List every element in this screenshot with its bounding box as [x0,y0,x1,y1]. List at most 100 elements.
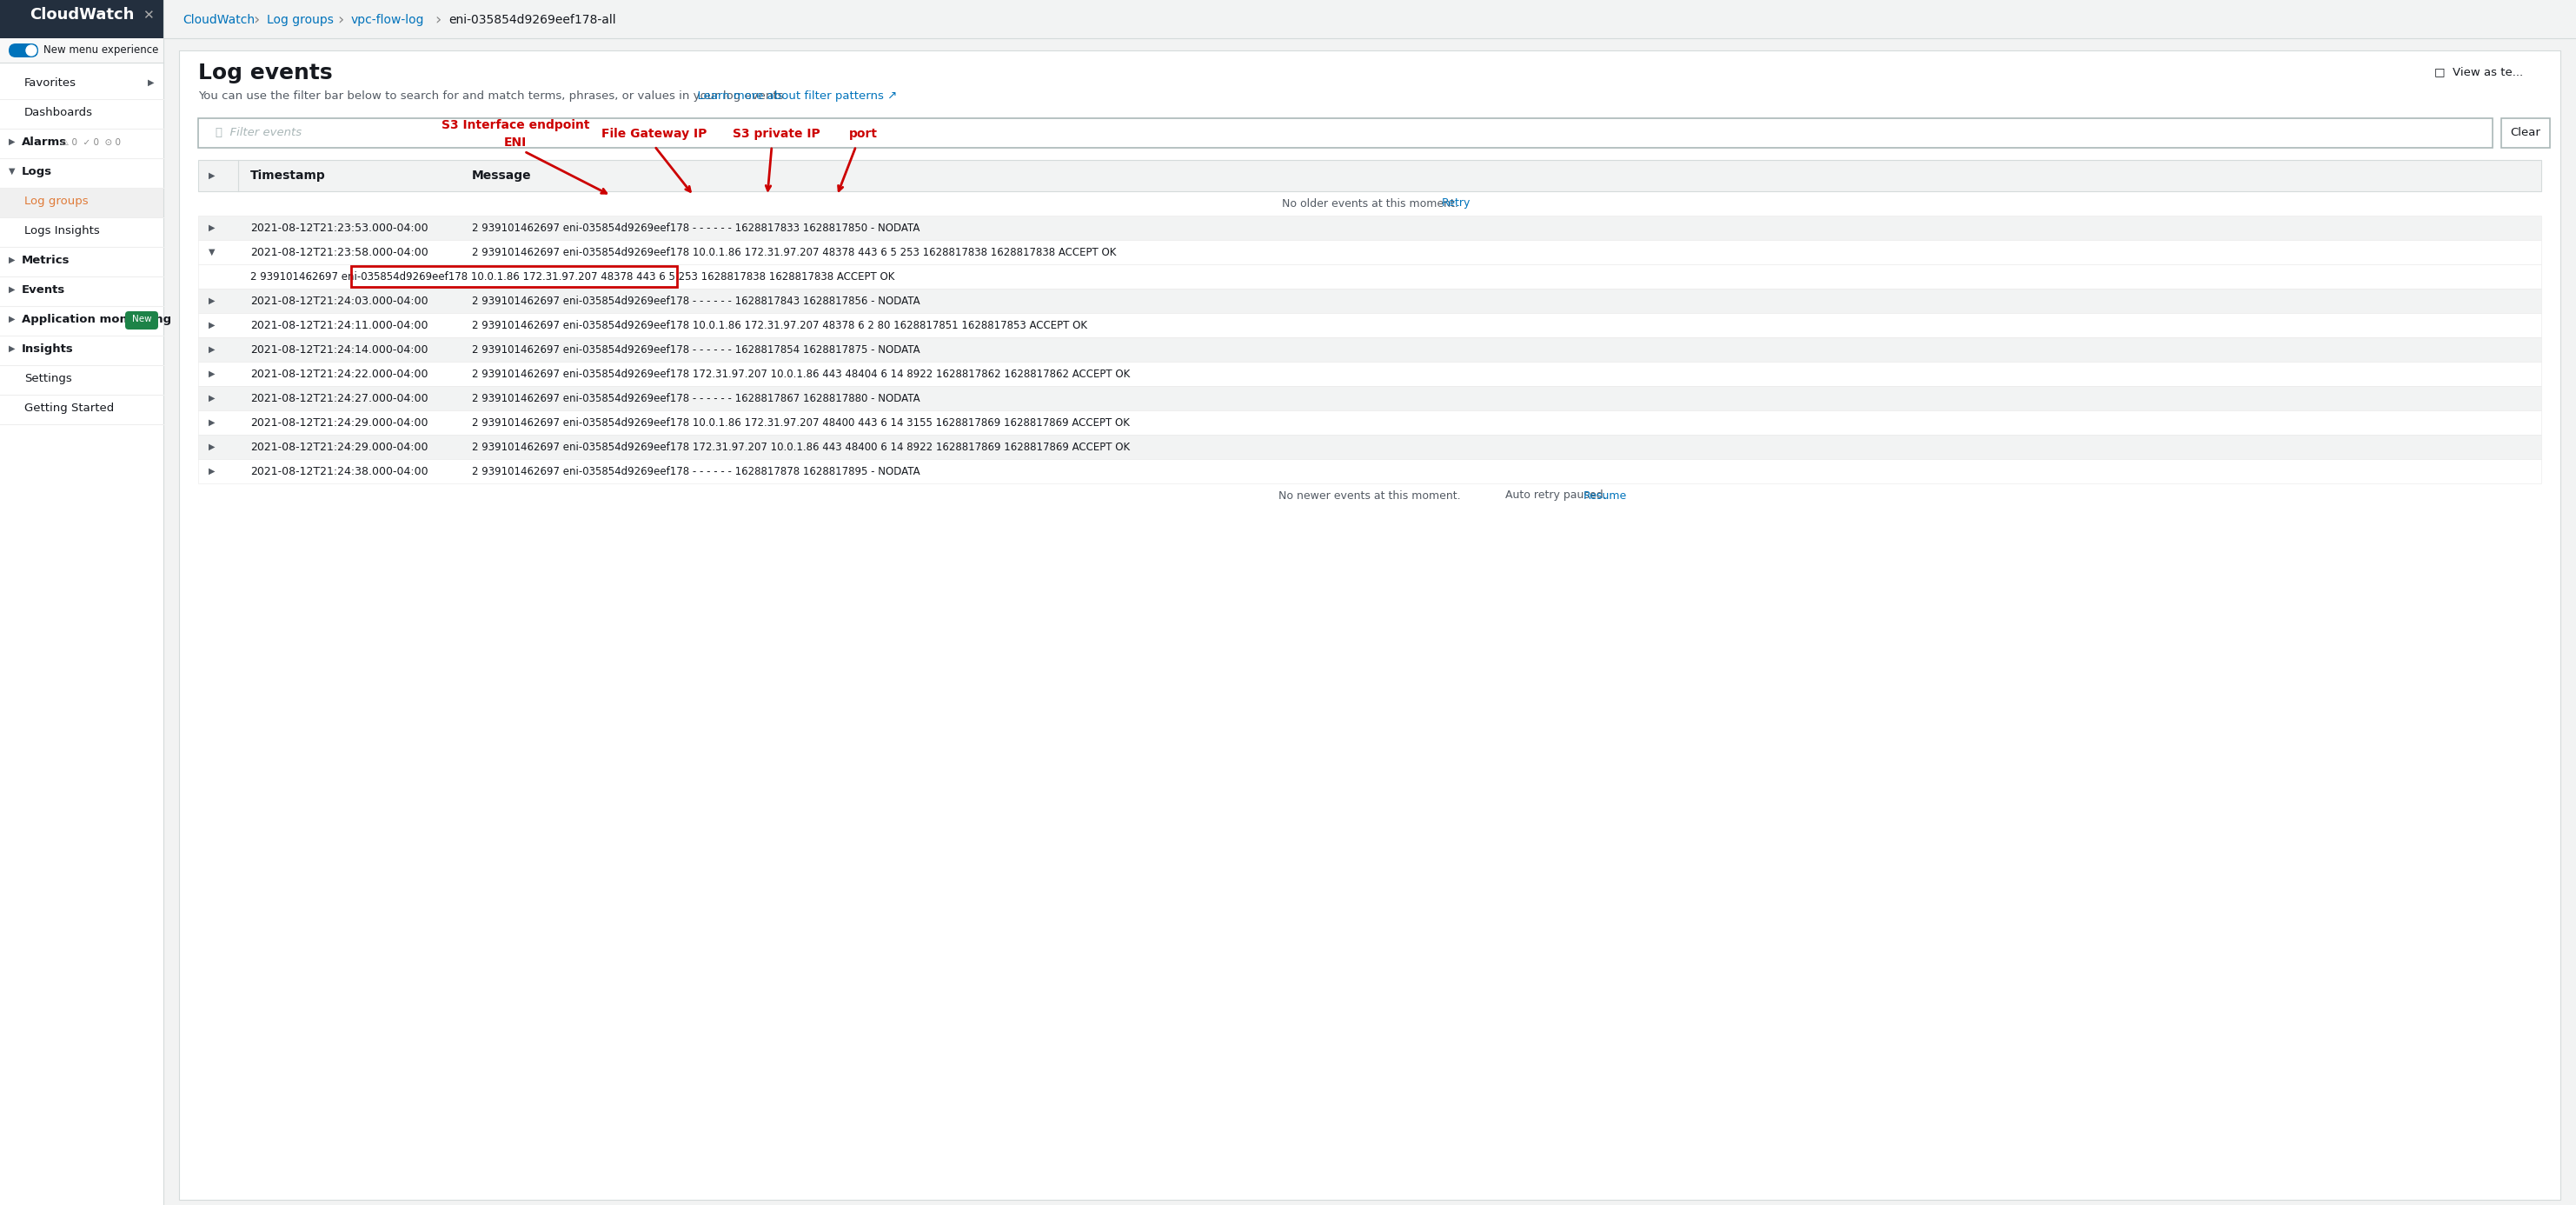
Bar [198,435,2543,459]
Text: ▼: ▼ [8,167,15,176]
Text: 🔍  Filter events: 🔍 Filter events [216,128,301,139]
Text: 2 939101462697 eni-035854d9269eef178 - - - - - - 1628817843 1628817856 - NODATA: 2 939101462697 eni-035854d9269eef178 - -… [471,295,920,306]
Text: ›: › [337,12,343,28]
Text: Logs: Logs [21,166,52,177]
Text: Application monitoring: Application monitoring [21,313,173,325]
Bar [198,313,2543,337]
Text: CloudWatch: CloudWatch [28,7,134,23]
Text: ▶: ▶ [209,345,216,354]
Bar [198,240,2543,264]
Text: Resume: Resume [1584,490,1625,501]
Text: No newer events at this moment.: No newer events at this moment. [1278,490,1461,501]
Text: Settings: Settings [23,374,72,384]
Text: ✕: ✕ [142,8,155,22]
Text: New menu experience: New menu experience [44,45,160,55]
Text: Message: Message [471,170,531,182]
Text: 2021-08-12T21:24:27.000-04:00: 2021-08-12T21:24:27.000-04:00 [250,393,428,404]
Text: ▶: ▶ [8,137,15,146]
Text: ▶: ▶ [8,315,15,323]
Text: 2 939101462697 eni-035854d9269eef178 172.31.97.207 10.0.1.86 443 48400 6 14 8922: 2 939101462697 eni-035854d9269eef178 172… [471,441,1131,453]
Bar [198,459,2543,483]
Text: 2021-08-12T21:24:03.000-04:00: 2021-08-12T21:24:03.000-04:00 [250,295,428,306]
Text: Log events: Log events [198,63,332,83]
Bar [198,289,2543,313]
Text: 2 939101462697 eni-035854d9269eef178 - - - - - - 1628817867 1628817880 - NODATA: 2 939101462697 eni-035854d9269eef178 - -… [471,393,920,404]
Text: ▼: ▼ [209,248,216,257]
Text: Auto retry paused.: Auto retry paused. [1499,490,1607,501]
Text: 2 939101462697 eni-035854d9269eef178 10.0.1.86 172.31.97.207 48378 6 2 80 162881: 2 939101462697 eni-035854d9269eef178 10.… [471,319,1087,331]
Bar [198,411,2543,435]
Bar [2501,118,2550,148]
Bar [198,337,2543,362]
Text: S3 private IP: S3 private IP [732,128,819,140]
Text: ›: › [435,12,440,28]
Text: No older events at this moment.: No older events at this moment. [1280,198,1458,210]
Text: ⚠ 0  ✓ 0  ⊙ 0: ⚠ 0 ✓ 0 ⊙ 0 [62,139,121,147]
Text: Learn more about filter patterns ↗: Learn more about filter patterns ↗ [690,90,896,101]
Text: Favorites: Favorites [23,77,77,89]
Text: ▶: ▶ [209,171,216,180]
Text: Alarms: Alarms [21,136,67,148]
Text: Insights: Insights [21,343,75,354]
Text: Getting Started: Getting Started [23,402,113,413]
Bar [198,264,2543,289]
Text: Log groups: Log groups [268,14,335,27]
Text: 2 939101462697 eni-035854d9269eef178 - - - - - - 1628817878 1628817895 - NODATA: 2 939101462697 eni-035854d9269eef178 - -… [471,465,920,477]
Text: vpc-flow-log: vpc-flow-log [350,14,425,27]
Text: eni-035854d9269eef178-all: eni-035854d9269eef178-all [448,14,616,27]
Text: ▶: ▶ [209,418,216,427]
Text: 2021-08-12T21:23:53.000-04:00: 2021-08-12T21:23:53.000-04:00 [250,222,428,234]
Text: ▶: ▶ [8,286,15,294]
Text: 2021-08-12T21:24:11.000-04:00: 2021-08-12T21:24:11.000-04:00 [250,319,428,331]
Text: 2 939101462697 eni-035854d9269eef178 - - - - - - 1628817833 1628817850 - NODATA: 2 939101462697 eni-035854d9269eef178 - -… [471,222,920,234]
Text: 2 939101462697 eni-035854d9269eef178 - - - - - - 1628817854 1628817875 - NODATA: 2 939101462697 eni-035854d9269eef178 - -… [471,343,920,355]
Text: ▶: ▶ [209,223,216,233]
Bar [0,0,162,1205]
Bar [198,160,2543,192]
Text: ▶: ▶ [209,442,216,451]
Text: New: New [131,315,152,323]
Text: 2021-08-12T21:24:22.000-04:00: 2021-08-12T21:24:22.000-04:00 [250,369,428,380]
Text: Clear: Clear [2512,128,2540,139]
Text: S3 Interface endpoint: S3 Interface endpoint [440,119,590,131]
Text: File Gateway IP: File Gateway IP [603,128,708,140]
Text: ▶: ▶ [209,321,216,329]
Text: 2 939101462697 eni-035854d9269eef178 172.31.97.207 10.0.1.86 443 48404 6 14 8922: 2 939101462697 eni-035854d9269eef178 172… [471,369,1131,380]
Text: □  View as te...: □ View as te... [2434,66,2522,77]
Text: ▶: ▶ [8,345,15,353]
FancyBboxPatch shape [8,43,39,58]
Text: Events: Events [21,284,64,295]
Bar [198,216,2543,240]
Text: 2021-08-12T21:24:29.000-04:00: 2021-08-12T21:24:29.000-04:00 [250,441,428,453]
Text: ▶: ▶ [209,394,216,402]
Bar [198,118,2494,148]
Text: Dashboards: Dashboards [23,107,93,118]
Text: Metrics: Metrics [21,254,70,266]
Text: You can use the filter bar below to search for and match terms, phrases, or valu: You can use the filter bar below to sear… [198,90,788,101]
Text: Logs Insights: Logs Insights [23,225,100,236]
Text: 2 939101462697 eni-035854d9269eef178 10.0.1.86 172.31.97.207 48378 443 6 5 253 1: 2 939101462697 eni-035854d9269eef178 10.… [250,271,894,282]
Text: 2021-08-12T21:24:29.000-04:00: 2021-08-12T21:24:29.000-04:00 [250,417,428,428]
Text: ENI: ENI [505,136,526,148]
Text: ›: › [252,12,260,28]
Text: 2 939101462697 eni-035854d9269eef178 10.0.1.86 172.31.97.207 48378 443 6 5 253 1: 2 939101462697 eni-035854d9269eef178 10.… [471,247,1115,258]
Text: ▶: ▶ [147,78,155,87]
Text: Log groups: Log groups [23,195,88,207]
Text: Timestamp: Timestamp [250,170,325,182]
Text: ▶: ▶ [209,466,216,476]
Text: ▶: ▶ [8,255,15,264]
Text: CloudWatch: CloudWatch [183,14,255,27]
Bar [0,188,162,217]
Text: 2021-08-12T21:24:14.000-04:00: 2021-08-12T21:24:14.000-04:00 [250,343,428,355]
Text: ▶: ▶ [209,370,216,378]
Circle shape [26,46,36,55]
FancyBboxPatch shape [126,311,157,329]
Bar [0,0,162,39]
Text: 2 939101462697 eni-035854d9269eef178 10.0.1.86 172.31.97.207 48400 443 6 14 3155: 2 939101462697 eni-035854d9269eef178 10.… [471,417,1131,428]
Bar [0,39,162,63]
Text: Retry: Retry [1443,198,1471,210]
Text: 2021-08-12T21:23:58.000-04:00: 2021-08-12T21:23:58.000-04:00 [250,247,428,258]
Bar [350,266,677,287]
Text: ▶: ▶ [209,296,216,305]
Text: port: port [848,128,878,140]
